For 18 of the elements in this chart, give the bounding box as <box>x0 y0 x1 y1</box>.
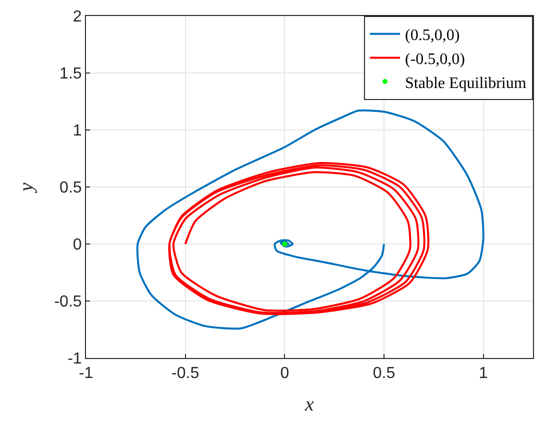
y-tick-label: -0.5 <box>54 294 82 311</box>
x-tick-label: -0.5 <box>172 365 200 382</box>
line-series <box>136 109 484 330</box>
x-axis-title: x <box>304 394 314 416</box>
x-tick-label: 0 <box>280 365 290 382</box>
y-tick-label: 0.5 <box>60 180 82 197</box>
y-tick-label: 1.5 <box>60 66 82 83</box>
line-series <box>168 162 429 315</box>
y-axis-title: y <box>16 182 38 194</box>
legend-label: (-0.5,0,0) <box>405 50 465 68</box>
y-tick-label: 0 <box>72 236 82 254</box>
y-tick-label: 2 <box>72 8 82 26</box>
legend-label: (0.5,0,0) <box>405 27 460 44</box>
x-tick-label: 1 <box>478 365 488 382</box>
y-tick-label: -1 <box>68 350 82 368</box>
y-tick-label: 1 <box>72 122 82 140</box>
x-tick-label: 0.5 <box>372 365 396 382</box>
legend-label: Stable Equilibrium <box>405 74 527 92</box>
